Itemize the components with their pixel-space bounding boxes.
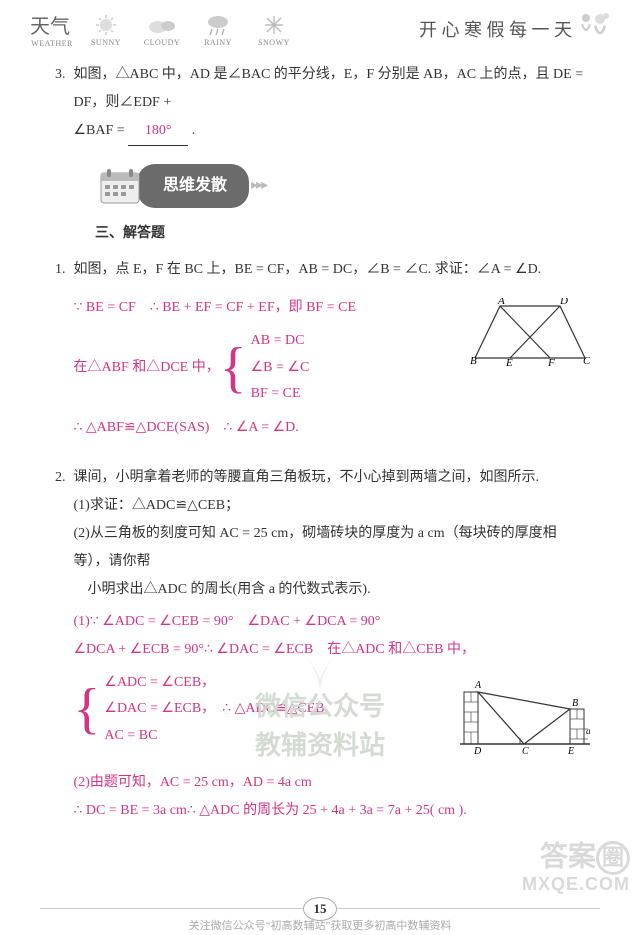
slogan: 开 心 寒 假 每 一 天 — [419, 12, 610, 47]
subquestion-2b: 小明求出△ADC 的周长(用含 a 的代数式表示). — [74, 576, 591, 604]
footer-text: 关注微信公众号“初高数辅站”获取更多初高中数辅资料 — [0, 917, 640, 933]
brace-prefix: 在△ABF 和△DCE 中， — [74, 354, 220, 382]
problem-text: 如图，点 E，F 在 BC 上，BE = CF，AB = DC，∠B = ∠C.… — [74, 262, 542, 277]
question-3: 3. 如图，△ABC 中，AD 是∠BAC 的平分线，E，F 分别是 AB，AC… — [55, 61, 590, 146]
question-number: 3. — [55, 61, 66, 89]
weather-label: 天气 — [30, 10, 70, 39]
brace-line: AB = DC — [251, 328, 310, 355]
svg-text:B: B — [470, 355, 477, 366]
subquestion-2a: (2)从三角板的刻度可知 AC = 25 cm，砌墙砖块的厚度为 a cm（每块… — [74, 520, 591, 576]
badge-tail-icon: ▸▸▸ — [251, 172, 266, 200]
slogan-text: 开 心 寒 假 每 一 天 — [419, 16, 572, 42]
brace-line: ∠DAC = ∠ECB， ∴ △ADC≌△CEB. — [104, 696, 328, 723]
question-body: 如图，△ABC 中，AD 是∠BAC 的平分线，E，F 分别是 AB，AC 上的… — [74, 61, 591, 146]
solution-line: (1)∵ ∠ADC = ∠CEB = 90° ∠DAC + ∠DCA = 90° — [74, 608, 591, 636]
cloud-icon — [144, 12, 180, 38]
question-text: 如图，△ABC 中，AD 是∠BAC 的平分线，E，F 分别是 AB，AC 上的… — [74, 67, 584, 110]
problem-body: 如图，点 E，F 在 BC 上，BE = CF，AB = DC，∠B = ∠C.… — [74, 256, 591, 442]
wm-text: 答案 — [540, 841, 596, 872]
weather-item-label: CLOUDY — [144, 38, 180, 47]
brace-block: 在△ABF 和△DCE 中， { AB = DC ∠B = ∠C BF = CE — [74, 328, 461, 408]
brace-line: AC = BC — [104, 723, 328, 750]
problem-1: 1. 如图，点 E，F 在 BC 上，BE = CF，AB = DC，∠B = … — [55, 256, 590, 442]
solution-line: ∠DCA + ∠ECB = 90°∴ ∠DAC = ∠ECB 在△ADC 和△C… — [74, 636, 591, 664]
weather-item-label: SUNNY — [91, 38, 121, 47]
weather-snowy: SNOWY — [250, 12, 298, 47]
section-title: 思维发散 — [137, 164, 249, 208]
calendar-icon — [95, 165, 145, 207]
svg-text:E: E — [505, 357, 513, 366]
section-badge: 思维发散 ▸▸▸ — [95, 164, 590, 208]
weather-sublabel: WEATHER — [31, 39, 73, 48]
svg-text:A: A — [497, 298, 505, 307]
problem-text: 课间，小明拿着老师的等腰直角三角板玩，不小心掉到两墙之间，如图所示. — [74, 470, 540, 485]
problem-number: 1. — [55, 256, 66, 284]
snow-icon — [256, 12, 292, 38]
solution-line: ∴ △ABF≌△DCE(SAS) ∴ ∠A = ∠D. — [74, 414, 591, 442]
sun-icon — [88, 12, 124, 38]
weather-rainy: RAINY — [194, 12, 242, 47]
svg-text:E: E — [567, 746, 574, 754]
period: . — [192, 123, 196, 138]
problem-body: 课间，小明拿着老师的等腰直角三角板玩，不小心掉到两墙之间，如图所示. (1)求证… — [74, 464, 591, 825]
answer-blank: 180° — [128, 117, 188, 146]
svg-text:C: C — [522, 746, 529, 754]
brace-line: ∠B = ∠C — [251, 355, 310, 382]
rain-icon — [200, 12, 236, 38]
subsection-title: 三、解答题 — [95, 218, 590, 246]
figure-walls: A B C D E a — [460, 674, 590, 765]
weather-cloudy: CLOUDY — [138, 12, 186, 47]
svg-text:a: a — [586, 726, 590, 736]
figure-triangles: A D B E F C — [470, 298, 590, 377]
left-brace-icon: { — [74, 684, 101, 734]
solution-line: (2)由题可知，AC = 25 cm，AD = 4a cm — [74, 769, 591, 797]
weather-item-label: SNOWY — [258, 38, 290, 47]
brace-content: AB = DC ∠B = ∠C BF = CE — [251, 328, 310, 408]
weather-block: 天气 WEATHER — [30, 10, 74, 48]
subquestion-1: (1)求证：△ADC≌△CEB； — [74, 492, 591, 520]
weather-item-label: RAINY — [204, 38, 232, 47]
svg-text:C: C — [583, 355, 590, 366]
content: 3. 如图，△ABC 中，AD 是∠BAC 的平分线，E，F 分别是 AB，AC… — [0, 53, 640, 825]
question-text-b: ∠BAF = — [74, 123, 129, 138]
brace-line: ∠ADC = ∠CEB， — [104, 670, 328, 697]
brace-line: BF = CE — [251, 381, 310, 408]
left-brace-icon: { — [220, 343, 247, 393]
header: 天气 WEATHER SUNNY CLOUDY RAINY SNOWY 开 心 … — [0, 0, 640, 53]
watermark-answer: 答案圈 MXQE.COM — [522, 841, 630, 895]
brace-content: ∠ADC = ∠CEB， ∠DAC = ∠ECB， ∴ △ADC≌△CEB. A… — [104, 670, 328, 750]
kid-icon — [576, 12, 610, 47]
brace-block: { ∠ADC = ∠CEB， ∠DAC = ∠ECB， ∴ △ADC≌△CEB.… — [74, 670, 451, 750]
svg-text:A: A — [474, 680, 482, 691]
svg-text:D: D — [473, 746, 482, 754]
problem-number: 2. — [55, 464, 66, 492]
svg-text:D: D — [559, 298, 568, 307]
wm-circle: 圈 — [596, 841, 630, 875]
svg-text:F: F — [547, 357, 555, 366]
svg-text:B: B — [572, 698, 578, 709]
wm-url: MXQE.COM — [522, 875, 630, 895]
solution-line: ∴ DC = BE = 3a cm∴ △ADC 的周长为 25 + 4a + 3… — [74, 797, 591, 825]
weather-sunny: SUNNY — [82, 12, 130, 47]
problem-2: 2. 课间，小明拿着老师的等腰直角三角板玩，不小心掉到两墙之间，如图所示. (1… — [55, 464, 590, 825]
